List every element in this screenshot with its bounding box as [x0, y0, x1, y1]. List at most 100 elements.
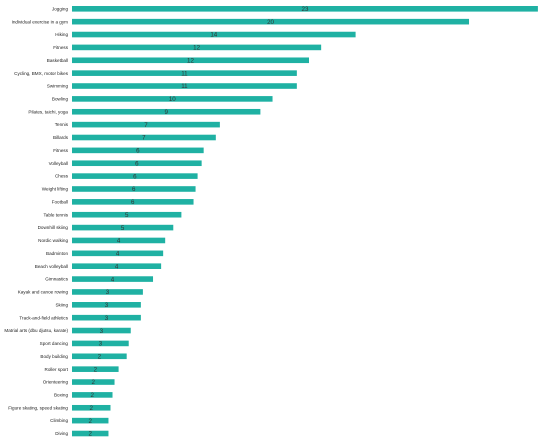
category-label: Boxing: [54, 393, 68, 398]
bar: [72, 417, 109, 424]
category-label: Kayak and canoe rowing: [18, 290, 69, 295]
data-label: 4: [117, 238, 121, 245]
category-label: Orienteering: [43, 380, 69, 385]
data-label: 2: [91, 392, 95, 399]
category-label: Matrial arts (dbu djutsu, karate): [4, 328, 68, 333]
data-label: 20: [267, 19, 274, 26]
bar: [72, 134, 216, 141]
data-label: 11: [181, 83, 188, 90]
category-label: Sport dancing: [40, 341, 69, 346]
category-label: Fitness: [53, 148, 69, 153]
category-label: Fitness: [53, 45, 69, 50]
bar: [72, 199, 194, 205]
category-label: Hiking: [55, 32, 68, 37]
category-label: Bowling: [52, 96, 69, 101]
category-label: Billards: [53, 135, 69, 140]
data-label: 3: [99, 341, 103, 348]
data-label: 4: [116, 251, 120, 258]
data-label: 6: [135, 160, 139, 167]
bar: [72, 211, 182, 218]
bar: [72, 379, 115, 385]
data-label: 14: [210, 32, 217, 39]
bar: [72, 366, 119, 372]
bar: [72, 6, 538, 12]
category-label: Volleyball: [49, 161, 68, 166]
bar: [72, 314, 141, 321]
bar: [72, 108, 261, 115]
category-label: Basketball: [47, 58, 68, 63]
category-label: Football: [52, 199, 68, 204]
data-label: 6: [132, 186, 136, 193]
bar: [72, 96, 273, 102]
bar: [72, 340, 129, 347]
category-label: Downhill skiing: [38, 225, 69, 230]
category-label: Nordic walking: [38, 238, 68, 243]
category-label: Body building: [40, 354, 68, 359]
data-label: 3: [105, 302, 109, 309]
data-label: 5: [121, 225, 125, 232]
data-label: 2: [92, 379, 96, 386]
category-label: Diving: [55, 431, 68, 436]
data-label: 3: [106, 289, 110, 296]
category-label: Track-and-field athletics: [19, 315, 68, 320]
bar: [72, 57, 309, 64]
data-label: 2: [90, 405, 94, 412]
bar: [72, 392, 113, 398]
data-label: 7: [142, 135, 146, 142]
category-label: Figure skating, speed skating: [8, 405, 68, 410]
data-label: 7: [144, 122, 148, 129]
bar: [72, 44, 322, 51]
bar: [72, 289, 143, 295]
data-label: 6: [131, 199, 135, 206]
category-label: Cycling, BMX, motor bikes: [14, 71, 69, 76]
bar: [72, 224, 174, 231]
bar: [72, 160, 202, 167]
category-label: Jogging: [52, 6, 69, 11]
data-label: 12: [187, 57, 194, 64]
bar: [72, 327, 131, 334]
bar: [72, 121, 220, 128]
bar: [72, 237, 166, 244]
category-label: Roller sport: [45, 367, 69, 372]
data-label: 10: [169, 96, 176, 103]
data-label: 23: [302, 6, 309, 13]
category-label: Pilates, taichi, yoga: [28, 109, 68, 114]
data-label: 2: [98, 353, 102, 360]
data-label: 3: [100, 328, 104, 335]
bar: [72, 70, 297, 76]
data-label: 11: [181, 70, 188, 77]
bar: [72, 31, 356, 38]
data-label: 4: [115, 263, 119, 270]
data-label: 2: [89, 431, 93, 438]
category-label: Gimnastics: [45, 277, 68, 282]
category-label: Swimming: [47, 84, 69, 89]
category-label: Table tennis: [43, 212, 68, 217]
bar: [72, 302, 141, 308]
data-label: 2: [89, 418, 93, 425]
data-label: 6: [133, 173, 137, 180]
data-label: 9: [164, 109, 168, 116]
bar: [72, 263, 162, 269]
bar: [72, 173, 198, 179]
category-label: Beach volleyball: [35, 264, 68, 269]
bar: [72, 18, 470, 25]
bar: [72, 430, 109, 437]
data-label: 3: [105, 315, 109, 322]
bar: [72, 250, 164, 257]
bar: [72, 186, 196, 192]
category-label: Climbing: [50, 418, 68, 423]
data-label: 5: [125, 212, 129, 219]
category-label: Badminton: [46, 251, 68, 256]
data-label: 6: [136, 148, 140, 155]
bar: [72, 353, 127, 360]
bar: [72, 83, 297, 89]
data-label: 4: [111, 276, 115, 283]
category-label: Individual exercise in a gym: [12, 19, 69, 24]
bar: [72, 404, 111, 411]
data-label: 12: [193, 45, 200, 52]
category-label: Chess: [55, 174, 69, 179]
category-label: Weight lifting: [42, 187, 69, 192]
bar: [72, 147, 204, 154]
